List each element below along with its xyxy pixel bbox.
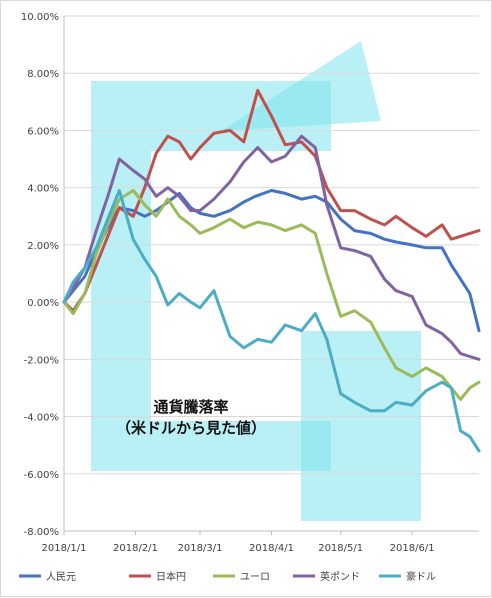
legend-label: 豪ドル: [406, 570, 436, 583]
series-line-豪ドル: [62, 189, 481, 453]
annotation-line-2: （米ドルから見た値）: [116, 419, 266, 437]
x-tick-label: 2018/1/1: [42, 543, 87, 554]
legend-label: 人民元: [46, 571, 76, 583]
series-line-ユーロ: [62, 189, 481, 401]
legend-label: ユーロ: [240, 572, 270, 583]
y-tick-label: -2.00%: [24, 355, 59, 366]
x-tick-label: 2018/5/1: [318, 543, 363, 554]
y-tick-label: 2.00%: [27, 241, 59, 252]
annotation-line-1: 通貨騰落率: [153, 398, 228, 416]
series-lines: [62, 88, 481, 453]
y-tick-label: -6.00%: [24, 470, 59, 481]
series-line-人民元: [62, 189, 481, 333]
y-tick-label: 0.00%: [27, 298, 59, 309]
series-line-英ポンド: [62, 134, 481, 361]
y-tick-label: -4.00%: [24, 413, 59, 424]
y-tick-label: 8.00%: [27, 69, 59, 80]
y-axis: 10.00% 8.00% 6.00% 4.00% 2.00% 0.00% -2.00% -4.…: [21, 12, 65, 538]
watermark-logo: [91, 41, 421, 521]
x-tick-label: 2018/4/1: [249, 543, 294, 554]
legend-label: 日本円: [156, 570, 186, 583]
x-tick-label: 2018/3/1: [178, 543, 223, 554]
y-tick-label: 10.00%: [21, 12, 59, 23]
y-tick-label: 6.00%: [27, 126, 59, 137]
x-tick-label: 2018/6/1: [390, 543, 435, 554]
chart-annotation: 通貨騰落率 （米ドルから見た値）: [116, 398, 266, 437]
x-tick-label: 2018/2/1: [113, 543, 158, 554]
legend: 人民元 日本円 ユーロ 英ポンド 豪ドル: [19, 570, 436, 583]
legend-label: 英ポンド: [320, 570, 360, 583]
x-axis: 2018/1/1 2018/2/1 2018/3/1 2018/4/1 2018/5/1…: [42, 530, 479, 554]
y-tick-label: -8.00%: [24, 527, 59, 538]
y-tick-label: 4.00%: [27, 184, 59, 195]
